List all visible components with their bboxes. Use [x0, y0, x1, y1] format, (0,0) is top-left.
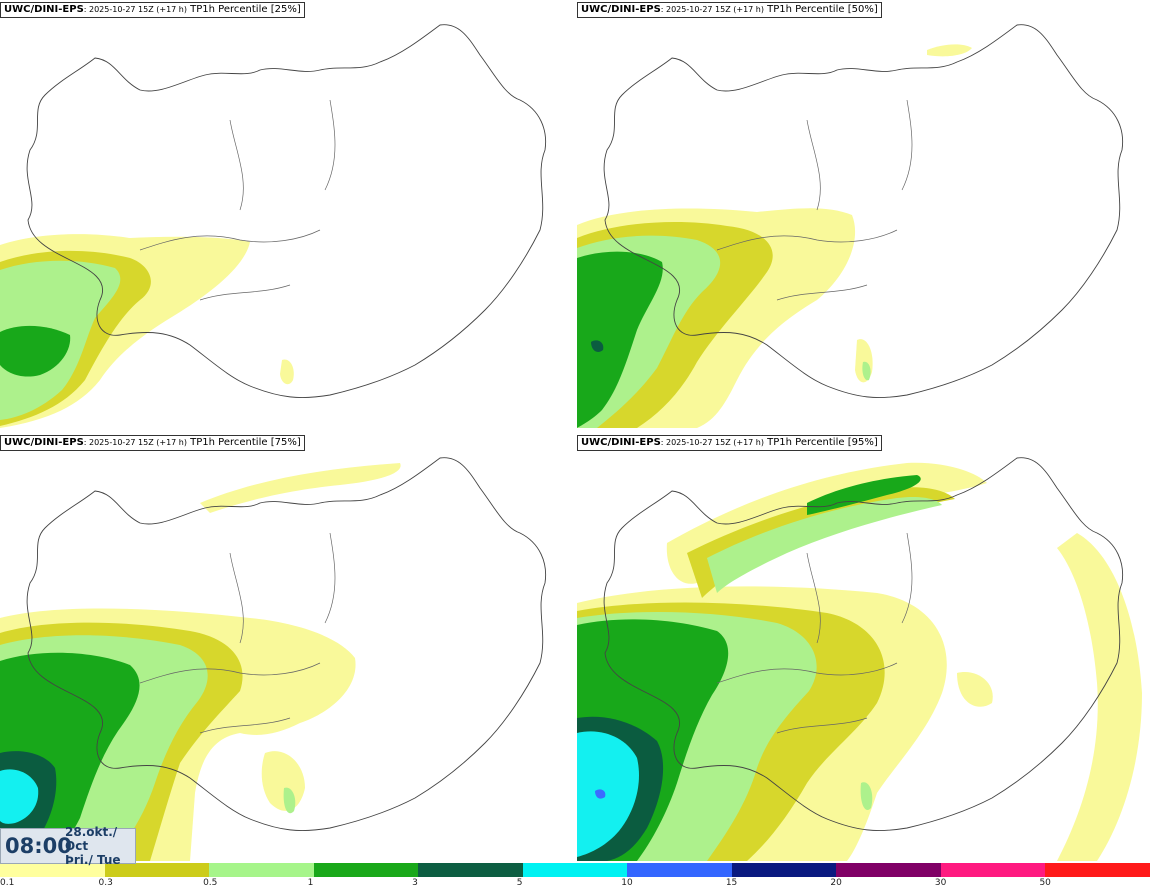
field-name: TP1h Percentile [95%]	[763, 437, 878, 448]
legend-color-swatch	[836, 863, 942, 877]
legend-color-swatch	[313, 863, 419, 877]
legend-tick-label: 10	[621, 878, 633, 888]
iceland-outline	[603, 24, 1124, 398]
valid-date-line2: Þri./ Tue	[65, 853, 121, 867]
legend-tick-label: 5	[516, 878, 523, 888]
run-info: : 2025-10-27 15Z (+17 h)	[83, 438, 187, 447]
iceland-outline	[26, 24, 547, 398]
panel-divider-horizontal	[0, 428, 1150, 433]
model-name: UWC/DINI-EPS	[581, 4, 661, 15]
valid-time: 08:00	[5, 834, 72, 858]
valid-date-line1: 28.okt./ Oct	[65, 825, 118, 853]
panel-title: UWC/DINI-EPS: 2025-10-27 15Z (+17 h) TP1…	[0, 2, 305, 18]
model-name: UWC/DINI-EPS	[4, 4, 84, 15]
precip-fields	[0, 234, 294, 428]
field-name: TP1h Percentile [50%]	[763, 4, 878, 15]
precip-fields	[577, 462, 1142, 861]
legend-color-swatch	[418, 863, 524, 877]
map-panel-p50: UWC/DINI-EPS: 2025-10-27 15Z (+17 h) TP1…	[577, 0, 1150, 428]
panel-title: UWC/DINI-EPS: 2025-10-27 15Z (+17 h) TP1…	[577, 435, 882, 451]
legend-tick-label: 3	[412, 878, 418, 888]
legend-color-swatch	[1045, 863, 1150, 877]
legend-color-swatch	[522, 863, 628, 877]
precip-map	[0, 457, 547, 861]
precip-map	[0, 24, 547, 428]
field-name: TP1h Percentile [75%]	[186, 437, 301, 448]
precip-map	[577, 457, 1142, 861]
legend-tick-label: 50	[1039, 878, 1051, 888]
legend-color-swatch	[731, 863, 837, 877]
legend-color-swatch	[0, 863, 105, 877]
precip-map	[577, 24, 1124, 428]
map-panel-p95: UWC/DINI-EPS: 2025-10-27 15Z (+17 h) TP1…	[577, 433, 1150, 861]
run-info: : 2025-10-27 15Z (+17 h)	[660, 5, 764, 14]
legend-tick-label: 30	[934, 878, 947, 888]
panel-title: UWC/DINI-EPS: 2025-10-27 15Z (+17 h) TP1…	[577, 2, 882, 18]
legend-tick-label: 0.5	[203, 878, 218, 888]
legend-color-swatch	[940, 863, 1046, 877]
legend-tick-label: 0.1	[0, 878, 15, 888]
valid-time-box: 08:00 28.okt./ Oct Þri./ Tue	[0, 825, 136, 867]
legend-color-swatch	[627, 863, 733, 877]
model-name: UWC/DINI-EPS	[4, 437, 84, 448]
legend-tick-label: 1	[307, 878, 314, 888]
model-name: UWC/DINI-EPS	[581, 437, 661, 448]
legend-tick-label: 15	[725, 878, 738, 888]
run-info: : 2025-10-27 15Z (+17 h)	[660, 438, 764, 447]
legend-color-swatch	[209, 863, 315, 877]
run-info: : 2025-10-27 15Z (+17 h)	[83, 5, 187, 14]
map-panel-p75: UWC/DINI-EPS: 2025-10-27 15Z (+17 h) TP1…	[0, 433, 573, 861]
precip-fields	[577, 44, 972, 428]
legend-tick-label: 0.3	[98, 878, 113, 888]
field-name: TP1h Percentile [25%]	[186, 4, 301, 15]
iceland-outline	[26, 457, 547, 831]
panel-title: UWC/DINI-EPS: 2025-10-27 15Z (+17 h) TP1…	[0, 435, 305, 451]
map-panel-p25: UWC/DINI-EPS: 2025-10-27 15Z (+17 h) TP1…	[0, 0, 573, 428]
precip-fields	[0, 463, 401, 861]
valid-date: 28.okt./ Oct Þri./ Tue	[65, 825, 135, 867]
legend-color-swatch	[104, 863, 210, 877]
iceland-outline	[603, 457, 1124, 831]
color-legend: 0.1 0.3 0.5 1 3 5 10 15 20 30 50	[0, 862, 1150, 891]
legend-tick-label: 20	[830, 878, 842, 888]
